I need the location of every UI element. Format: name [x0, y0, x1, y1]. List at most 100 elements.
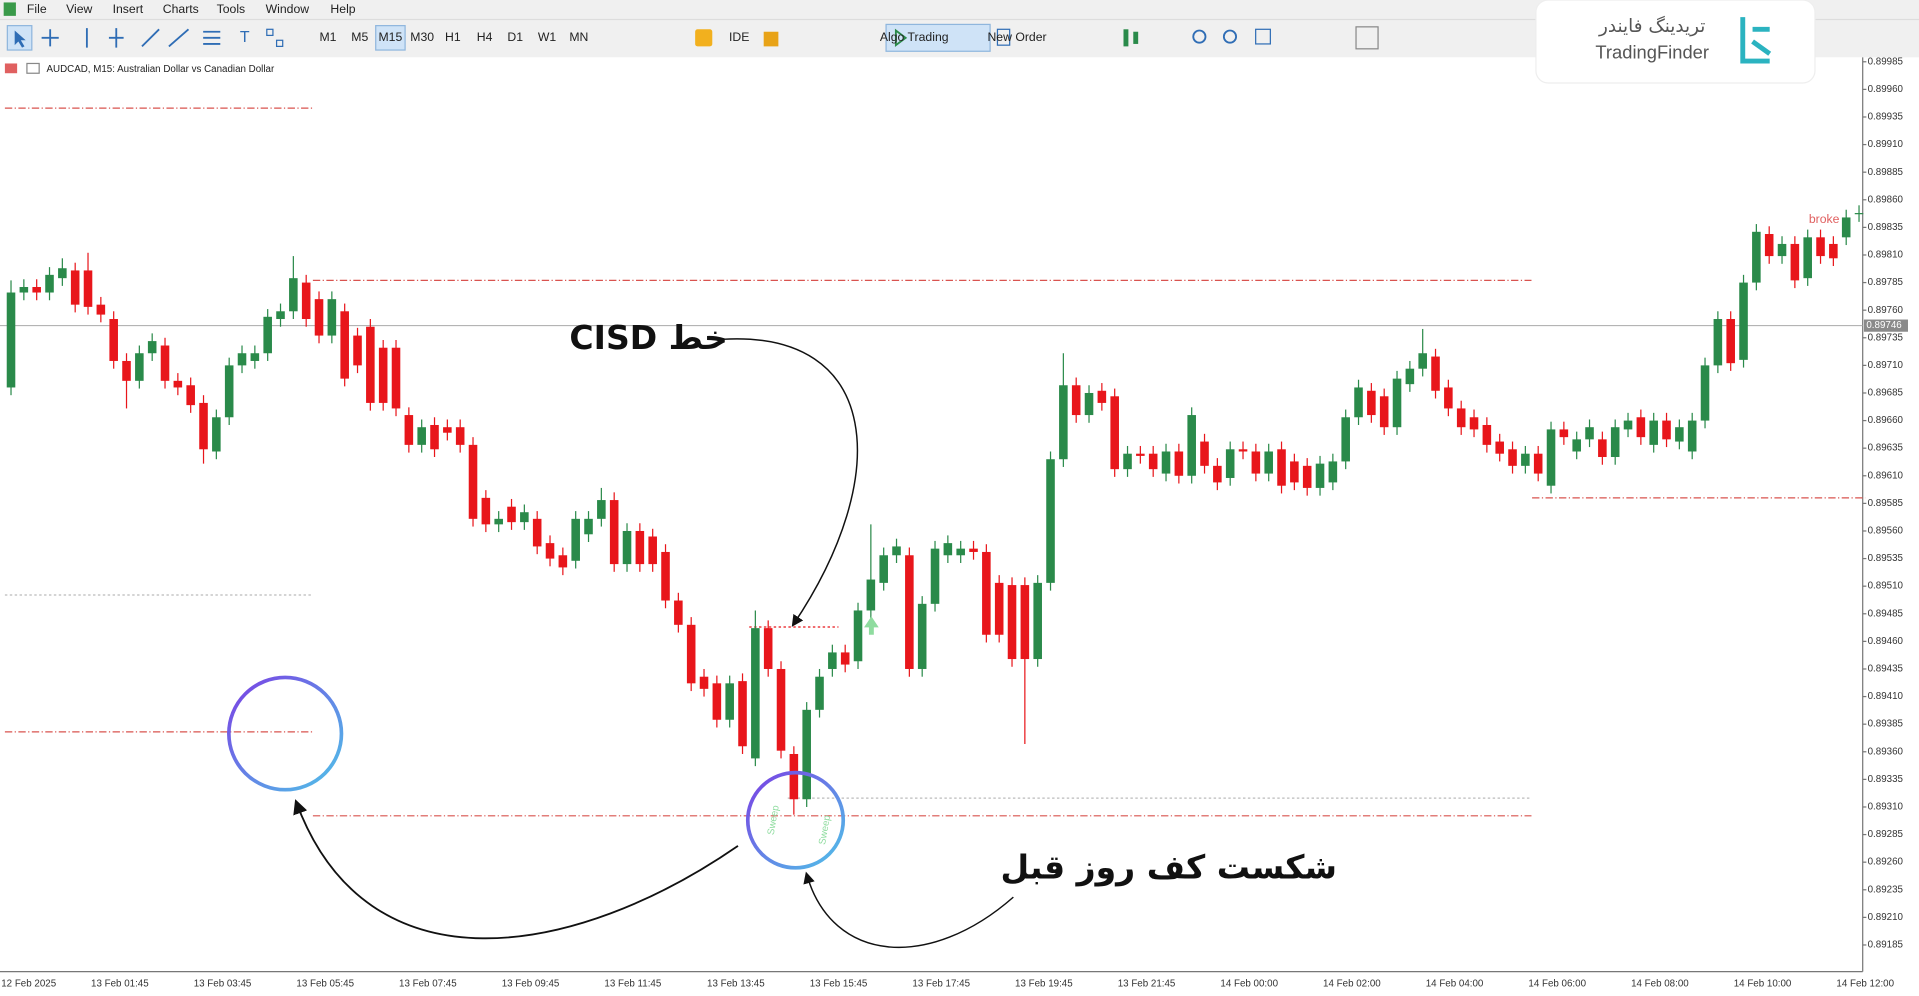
candle-body [263, 316, 272, 354]
shapes-tool[interactable] [266, 28, 274, 37]
timeframe-button[interactable]: M5 [351, 30, 368, 44]
candle-body [1097, 390, 1107, 403]
candle-body [1418, 353, 1427, 369]
y-tick-label: 0.89460 [1868, 636, 1904, 647]
timeframe-button[interactable]: D1 [507, 30, 523, 44]
candle-body [892, 546, 901, 556]
menu-item[interactable]: Insert [113, 2, 144, 16]
chart-type-icon[interactable] [1123, 29, 1129, 47]
candle-body [1213, 465, 1222, 483]
candle-body [1841, 217, 1851, 238]
candle-body [1559, 429, 1569, 438]
symbol-flag [4, 63, 18, 74]
chart-type-icon[interactable] [1133, 31, 1139, 44]
timeframe-button[interactable]: W1 [538, 30, 557, 44]
candle-body [1405, 368, 1415, 385]
menu-item[interactable]: View [66, 2, 92, 16]
y-tick-label: 0.89735 [1868, 332, 1904, 343]
candle-body [879, 555, 888, 583]
candle-body [70, 270, 80, 305]
menu-item[interactable]: Charts [163, 2, 199, 16]
algo-trading-button[interactable] [885, 23, 991, 52]
logo-en: TradingFinder [1595, 42, 1709, 63]
candle-body [1071, 385, 1081, 416]
y-tick-label: 0.89385 [1868, 719, 1904, 730]
candle-body [314, 299, 324, 336]
chart-header: AUDCAD, M15: Australian Dollar vs Canadi… [47, 64, 275, 75]
candle-body [276, 311, 285, 320]
candle-body [609, 500, 619, 565]
timeframe-button[interactable]: MN [569, 30, 588, 44]
candle-body [1084, 392, 1094, 416]
menu-item[interactable]: Help [330, 2, 355, 16]
highlight-circle [745, 770, 846, 870]
candle-body [1110, 396, 1119, 470]
candle-body [648, 536, 657, 565]
candle-body [122, 360, 131, 381]
y-tick-label: 0.89185 [1868, 940, 1904, 951]
candle-body [186, 385, 195, 406]
candle-body [828, 652, 837, 669]
x-tick-label: 13 Feb 05:45 [296, 978, 354, 989]
timeframe-button[interactable]: M15 [379, 30, 403, 44]
symbol-icon [26, 62, 40, 74]
zoom-in[interactable] [1192, 29, 1207, 44]
candle-body [1598, 439, 1607, 458]
candle-body [1764, 234, 1774, 257]
timeframe-button[interactable]: M30 [410, 30, 434, 44]
candle-body [1277, 449, 1286, 486]
menu-item[interactable]: Window [266, 2, 310, 16]
candle-body [1508, 449, 1517, 466]
lock-icon[interactable] [763, 31, 779, 47]
y-tick-label: 0.89635 [1868, 443, 1904, 454]
bid-label: 0.89746 [1866, 320, 1901, 331]
toolbar-button[interactable]: Algo Trading [880, 30, 949, 44]
candle-body [905, 555, 914, 669]
grid-toggle[interactable] [1255, 28, 1271, 45]
timeframe-button[interactable]: H1 [445, 30, 461, 44]
x-tick-label: 13 Feb 09:45 [502, 978, 560, 989]
draw-tools[interactable] [141, 28, 221, 48]
app-icon [3, 2, 16, 16]
highlight-circle [227, 675, 344, 792]
logo-mark [1740, 17, 1772, 64]
candle-body [1700, 365, 1710, 421]
candle-body [1264, 451, 1273, 474]
candle-body [622, 530, 632, 565]
candle-body [1585, 427, 1594, 440]
coin-icon[interactable] [695, 29, 713, 47]
candle-body [545, 543, 555, 559]
crosshair-icon[interactable] [41, 29, 59, 47]
y-tick-label: 0.89610 [1868, 470, 1904, 481]
candle-body [96, 304, 106, 315]
y-tick-label: 0.89510 [1868, 581, 1904, 592]
zoom-out[interactable] [1222, 29, 1238, 44]
candle-body [1713, 319, 1723, 366]
candle-body [1328, 461, 1338, 483]
line-tools[interactable] [85, 28, 124, 48]
toolbar-button[interactable]: IDE [729, 30, 749, 44]
timeframe-button[interactable]: H4 [477, 30, 493, 44]
candle-body [1354, 387, 1363, 418]
y-tick-label: 0.89910 [1868, 139, 1904, 150]
candle-body [1469, 417, 1479, 430]
candle-body [866, 579, 876, 611]
candle-body [199, 402, 208, 450]
toolbar-button[interactable]: New Order [987, 30, 1046, 44]
x-tick-label: 14 Feb 06:00 [1528, 978, 1586, 989]
candle-body [1444, 387, 1453, 409]
candle-body [1623, 420, 1633, 430]
menu-item[interactable]: File [27, 2, 47, 16]
shapes-tool[interactable] [275, 39, 284, 47]
screenshot[interactable] [1355, 26, 1379, 50]
text-tool[interactable]: T [240, 29, 250, 46]
candle-body [160, 345, 170, 381]
menu-item[interactable]: Tools [217, 2, 246, 16]
candle-body [1777, 243, 1787, 257]
candle-body [237, 353, 247, 366]
timeframe-button[interactable]: M1 [319, 30, 336, 44]
candle-body [45, 274, 54, 293]
candle-body [1739, 282, 1748, 360]
candle-body [1649, 420, 1658, 445]
